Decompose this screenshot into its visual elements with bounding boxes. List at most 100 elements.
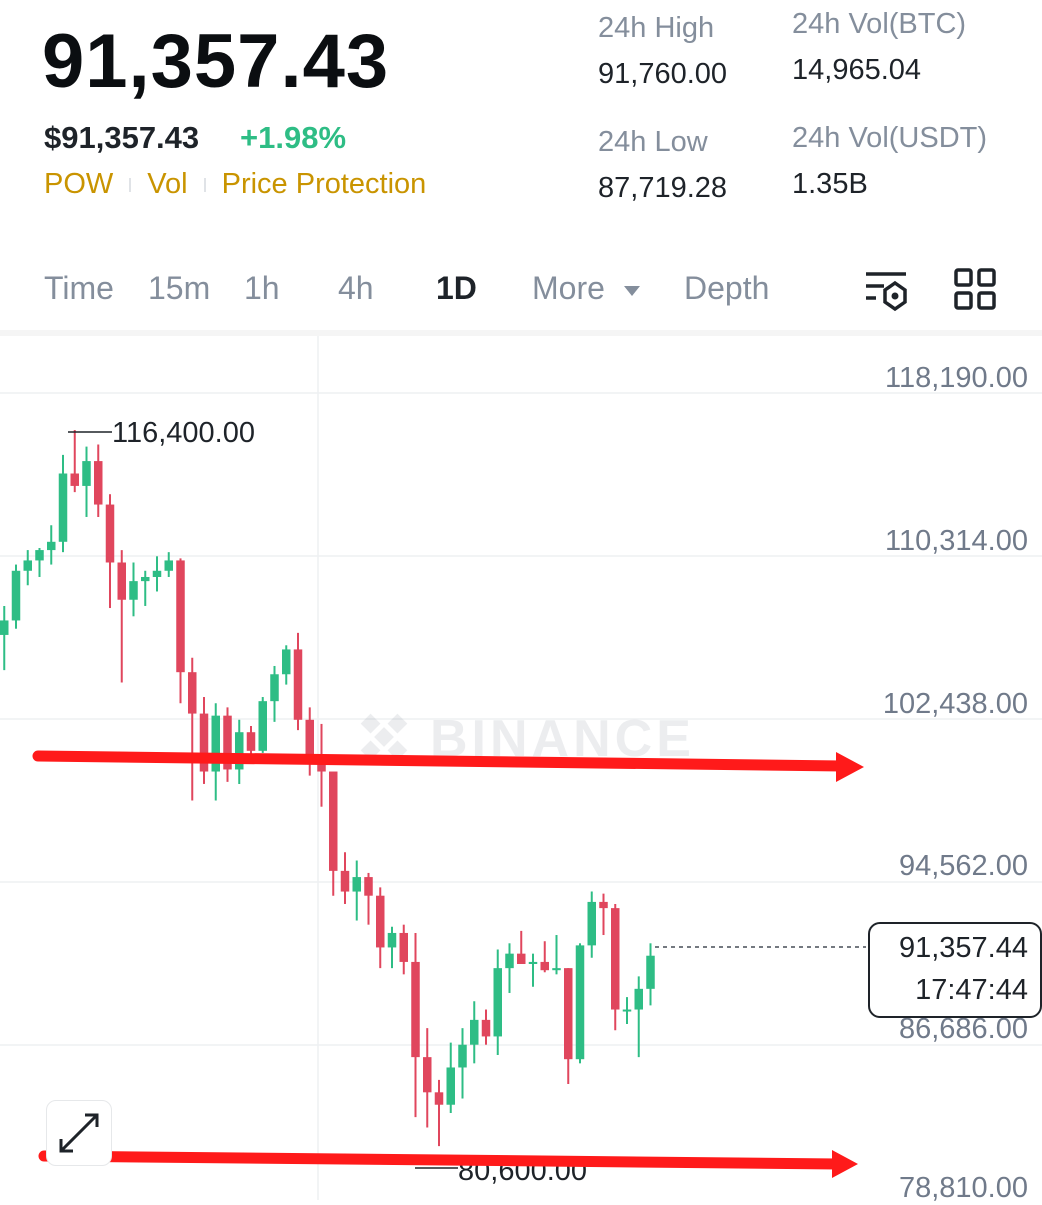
tab-more[interactable]: More (532, 270, 642, 307)
candle-body (282, 649, 291, 675)
candle (282, 645, 291, 685)
candle-body (505, 953, 514, 969)
low-label: 24h Low (598, 126, 708, 158)
candles (0, 430, 655, 1147)
usd-price: $91,357.43 (44, 120, 200, 155)
interval-tabs: Time 15m 1h 4h 1D More Depth (0, 258, 1042, 322)
candle (575, 943, 585, 1064)
candle (564, 968, 573, 1085)
candle-body (575, 945, 585, 1060)
tag-pow[interactable]: POW (44, 168, 114, 200)
candle-body (399, 932, 408, 962)
vol-usdt-label: 24h Vol(USDT) (792, 122, 988, 154)
high-marker-label: 116,400.00 (112, 417, 255, 449)
tab-depth[interactable]: Depth (684, 270, 770, 306)
tab-time[interactable]: Time (44, 270, 114, 306)
candle (446, 1042, 455, 1114)
candle (211, 703, 220, 801)
candle-body (47, 541, 56, 551)
candle (35, 548, 44, 577)
last-price: 91,357.43 (42, 19, 390, 104)
candle (23, 550, 32, 586)
candle (0, 605, 9, 671)
candle-body (152, 570, 162, 577)
candle-body (176, 560, 185, 673)
candle-body (329, 771, 338, 871)
candle-body (423, 1057, 432, 1093)
candle-body (141, 576, 150, 582)
tag-vol[interactable]: Vol (147, 168, 188, 200)
y-axis-label: 118,190.00 (885, 362, 1028, 394)
candle (235, 719, 244, 784)
candle (540, 941, 549, 973)
candle-body (246, 732, 256, 751)
candle (129, 562, 138, 617)
last-price-box: 91,357.44 17:47:44 (868, 922, 1042, 1018)
candle-body (564, 968, 573, 1060)
candle-body (199, 713, 209, 772)
vol-usdt-value: 1.35B (792, 168, 868, 200)
tab-1h[interactable]: 1h (244, 270, 280, 306)
candle (352, 860, 361, 921)
candle (258, 697, 267, 753)
candle (70, 430, 79, 493)
candle (505, 943, 514, 993)
candle-body (634, 988, 643, 1010)
last-price-value: 91,357.44 (898, 932, 1028, 964)
candle (270, 665, 279, 722)
candle-body (434, 1092, 444, 1105)
candle (94, 444, 103, 517)
candle-body (11, 570, 21, 621)
candle (152, 556, 162, 592)
grid-layout-icon[interactable] (952, 266, 998, 312)
candle (376, 887, 385, 969)
chart-grid (0, 336, 1042, 1200)
candle-body (340, 870, 350, 892)
candle (528, 953, 538, 987)
y-axis-label: 94,562.00 (898, 850, 1028, 882)
high-label: 24h High (598, 12, 715, 44)
candle-countdown: 17:47:44 (915, 974, 1028, 1006)
candle (176, 558, 185, 704)
candle-body (58, 473, 68, 542)
candle (117, 550, 126, 683)
candle (517, 930, 526, 964)
y-axis-label: 110,314.00 (885, 525, 1028, 557)
candle-body (82, 461, 91, 486)
candlestick-chart[interactable]: BINANCE 116,400.00 80,600.00 (0, 336, 1042, 1200)
vol-btc-label: 24h Vol(BTC) (792, 8, 967, 40)
tab-15m[interactable]: 15m (148, 270, 211, 306)
tab-4h[interactable]: 4h (338, 270, 374, 306)
caret-down-icon (623, 285, 640, 296)
candle (340, 852, 350, 904)
candle-body (540, 961, 549, 971)
candle-body (387, 932, 397, 948)
tag-price-protection[interactable]: Price Protection (221, 168, 427, 200)
vol-btc-value: 14,965.04 (792, 54, 922, 86)
candle (587, 891, 596, 958)
tag-divider (203, 177, 206, 192)
candle (622, 997, 632, 1025)
extreme-markers: 116,400.00 80,600.00 (68, 417, 587, 1187)
candle-body (188, 672, 197, 714)
tab-1d[interactable]: 1D (436, 270, 477, 306)
candle (47, 525, 56, 565)
candle (399, 924, 408, 975)
candle (58, 454, 68, 553)
chart-settings-icon[interactable] (862, 268, 910, 312)
candle (493, 949, 502, 1056)
candle-body (35, 550, 44, 561)
candle-body (164, 560, 173, 571)
candle (481, 1009, 491, 1045)
tab-divider (0, 330, 1042, 336)
candle-body (481, 1019, 491, 1037)
candle-body (458, 1044, 467, 1068)
candle (199, 697, 209, 784)
candle (329, 771, 338, 896)
candle-body (94, 461, 103, 505)
tab-more-label: More (532, 270, 605, 306)
candle (164, 552, 173, 577)
candle-body (599, 901, 608, 909)
change-percent: +1.98% (240, 120, 347, 155)
expand-button[interactable] (46, 1100, 112, 1166)
